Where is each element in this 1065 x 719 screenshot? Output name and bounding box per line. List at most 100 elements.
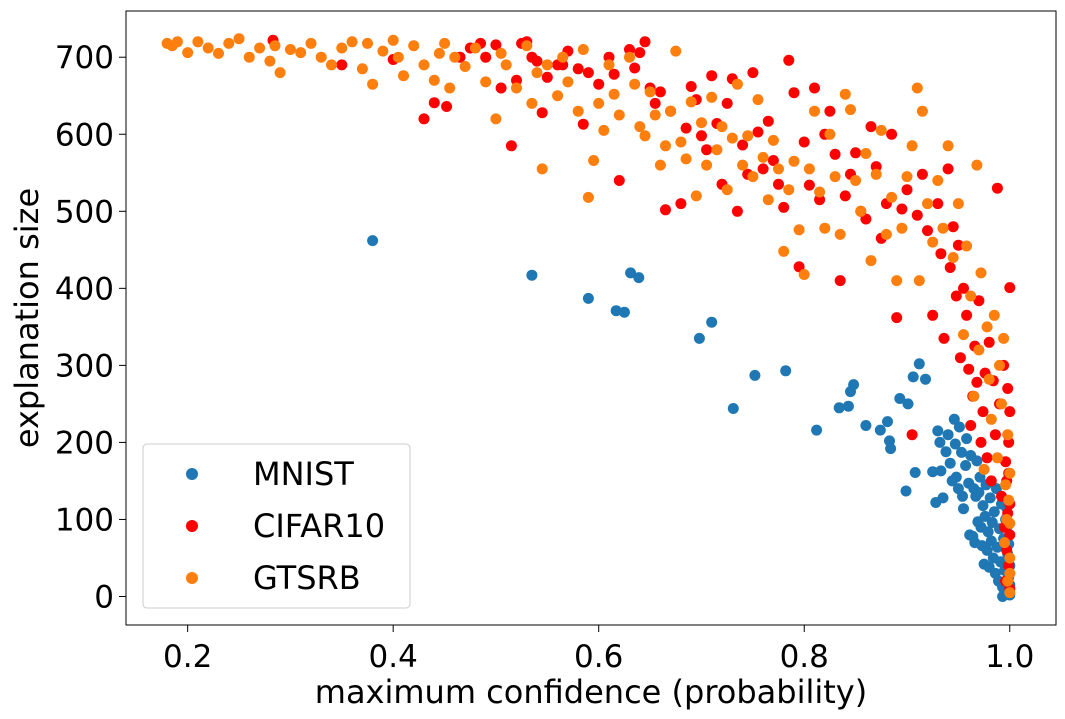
point-gtsrb [937, 222, 949, 234]
point-gtsrb [1004, 587, 1016, 599]
point-gtsrb [439, 37, 451, 49]
point-gtsrb [994, 359, 1005, 371]
y-tick-label: 300 [55, 348, 114, 384]
point-gtsrb [192, 36, 204, 48]
legend-marker-cifar10 [186, 520, 198, 532]
point-gtsrb [685, 96, 697, 108]
point-cifar10 [981, 452, 993, 464]
point-mnist [971, 455, 983, 467]
point-mnist [981, 544, 993, 556]
point-cifar10 [829, 148, 841, 160]
point-gtsrb [958, 329, 969, 341]
point-cifar10 [418, 113, 430, 125]
point-cifar10 [991, 182, 1003, 194]
point-mnist [986, 517, 998, 528]
point-mnist [860, 420, 872, 431]
point-mnist [907, 371, 919, 383]
point-cifar10 [952, 239, 964, 251]
point-mnist [988, 506, 1000, 518]
point-gtsrb [660, 140, 671, 152]
point-cifar10 [870, 161, 882, 173]
point-mnist [706, 316, 718, 328]
point-gtsrb [552, 90, 564, 102]
point-cifar10 [906, 429, 918, 441]
point-gtsrb [983, 373, 995, 385]
point-gtsrb [860, 148, 872, 159]
point-mnist [934, 436, 946, 448]
point-cifar10 [1004, 406, 1016, 418]
point-cifar10 [752, 126, 764, 138]
point-gtsrb [336, 42, 348, 54]
point-gtsrb [654, 159, 666, 171]
y-tick-label: 400 [55, 271, 114, 307]
point-cifar10 [490, 39, 502, 51]
point-cifar10 [757, 163, 769, 175]
point-cifar10 [767, 155, 779, 166]
point-gtsrb [911, 82, 923, 94]
x-tick-label: 0.4 [369, 639, 418, 675]
point-gtsrb [988, 309, 1000, 321]
point-mnist [811, 424, 823, 436]
x-tick-label: 0.6 [574, 639, 623, 675]
point-cifar10 [935, 248, 947, 260]
point-gtsrb [1004, 552, 1016, 564]
point-mnist [882, 416, 893, 428]
point-gtsrb [577, 44, 589, 55]
point-cifar10 [975, 436, 987, 448]
point-cifar10 [1000, 456, 1012, 468]
point-gtsrb [469, 42, 481, 54]
x-axis-ticks: 0.2 0.4 0.6 0.8 1.0 [163, 625, 1034, 675]
point-gtsrb [901, 171, 913, 183]
point-cifar10 [1004, 529, 1016, 541]
point-gtsrb [762, 194, 774, 206]
point-gtsrb [254, 42, 266, 54]
point-gtsrb [202, 42, 214, 54]
point-gtsrb [500, 59, 512, 71]
point-gtsrb [814, 186, 826, 198]
point-cifar10 [731, 205, 743, 217]
point-gtsrb [243, 51, 255, 63]
point-gtsrb [264, 55, 276, 67]
point-cifar10 [865, 121, 877, 133]
point-gtsrb [716, 121, 728, 133]
point-cifar10 [480, 51, 492, 63]
point-gtsrb [968, 390, 980, 402]
point-gtsrb [284, 44, 296, 55]
point-cifar10 [706, 70, 718, 82]
point-gtsrb [819, 222, 831, 234]
point-gtsrb [742, 130, 754, 142]
point-cifar10 [608, 68, 620, 80]
point-cifar10 [778, 201, 790, 213]
point-gtsrb [495, 47, 507, 59]
point-gtsrb [526, 97, 538, 109]
point-gtsrb [182, 47, 194, 59]
point-gtsrb [392, 51, 404, 63]
point-gtsrb [367, 78, 379, 90]
point-cifar10 [922, 225, 933, 237]
point-gtsrb [906, 140, 918, 152]
point-gtsrb [850, 175, 862, 186]
point-mnist [961, 433, 973, 445]
point-mnist [982, 526, 994, 538]
point-gtsrb [998, 332, 1010, 344]
point-cifar10 [927, 309, 939, 321]
point-cifar10 [973, 295, 985, 307]
point-gtsrb [459, 61, 471, 72]
point-mnist [995, 556, 1006, 568]
point-gtsrb [927, 236, 939, 248]
point-gtsrb [433, 47, 445, 59]
point-gtsrb [213, 47, 224, 59]
point-cifar10 [944, 262, 956, 273]
point-gtsrb [305, 37, 317, 49]
point-gtsrb [572, 105, 584, 117]
point-mnist [727, 403, 739, 414]
point-mnist [913, 358, 925, 370]
point-cifar10 [541, 71, 553, 83]
point-cifar10 [701, 144, 713, 156]
point-cifar10 [660, 204, 671, 216]
point-cifar10 [721, 97, 733, 109]
point-gtsrb [996, 398, 1007, 410]
point-gtsrb [269, 40, 281, 52]
point-cifar10 [839, 190, 851, 202]
point-gtsrb [803, 163, 815, 175]
